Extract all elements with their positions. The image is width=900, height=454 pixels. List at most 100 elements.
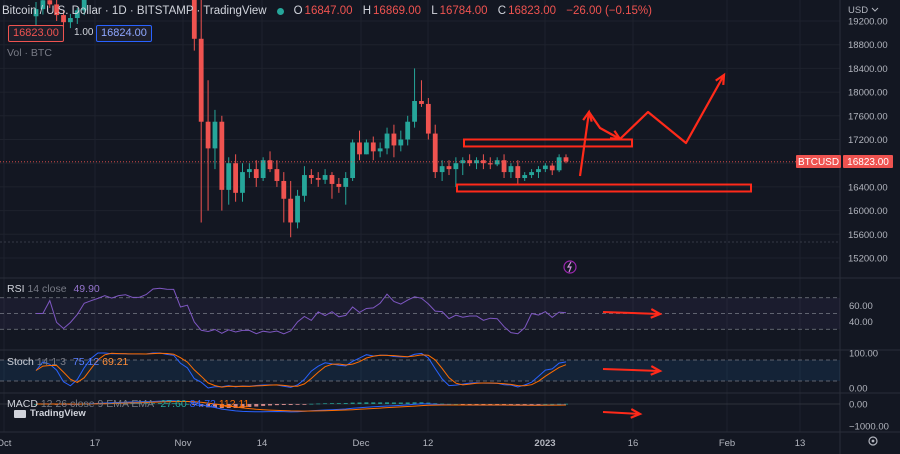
tradingview-logo-icon xyxy=(14,409,26,418)
macd-histogram-bar xyxy=(460,404,465,405)
rsi-legend[interactable]: RSI 14 close 49.90 xyxy=(7,283,100,295)
sell-button[interactable]: 16823.00 xyxy=(8,25,64,42)
macd-histogram-bar xyxy=(453,403,458,405)
stoch-legend[interactable]: Stoch 14 1 3 75.12 69.21 xyxy=(7,356,129,368)
candle-body xyxy=(536,169,541,173)
macd-histogram-bar xyxy=(151,403,156,405)
symbol-tag: BTCUSD xyxy=(798,157,839,168)
candle-body xyxy=(508,166,514,173)
candle-body xyxy=(439,166,445,173)
macd-histogram-bar xyxy=(371,402,376,404)
macd-histogram-bar xyxy=(295,404,300,405)
candle-body xyxy=(191,0,197,39)
price-axis-label: 16400.00 xyxy=(848,182,888,193)
candle-body xyxy=(219,121,225,190)
macd-histogram-bar xyxy=(336,403,341,404)
candle-body xyxy=(343,178,349,187)
macd-histogram-bar xyxy=(364,402,369,404)
chevron-down-icon[interactable] xyxy=(871,7,879,12)
time-axis-label: 17 xyxy=(90,438,101,449)
macd-histogram-bar xyxy=(446,403,451,405)
candle-body xyxy=(556,157,562,171)
volume-legend[interactable]: Vol · BTC xyxy=(7,47,52,59)
indicator-arrow-line xyxy=(602,411,641,415)
macd-histogram-bar xyxy=(529,404,534,405)
macd-histogram-bar xyxy=(192,404,197,405)
candle-body xyxy=(233,163,239,193)
candle-body xyxy=(212,121,218,149)
candle-body xyxy=(515,166,521,179)
indicator-axis-label: 100.00 xyxy=(849,349,878,360)
candle-body xyxy=(240,172,245,193)
currency-label: USD xyxy=(848,5,868,16)
macd-histogram-bar xyxy=(137,403,142,404)
candle-body xyxy=(405,121,411,140)
lightning-icon[interactable] xyxy=(563,260,577,274)
candle-body xyxy=(432,133,438,173)
candle-body xyxy=(74,10,80,19)
currency-header[interactable]: USD xyxy=(848,5,879,16)
macd-histogram-bar xyxy=(357,402,362,404)
macd-histogram-bar xyxy=(329,403,334,404)
macd-line-value: 84.72 xyxy=(189,398,216,410)
low-value: 16784.00 xyxy=(439,5,488,17)
stoch-d-series xyxy=(35,352,567,388)
candle-body xyxy=(246,169,252,173)
candle-body xyxy=(54,4,60,16)
stoch-lines xyxy=(35,352,567,389)
open-value: 16847.00 xyxy=(304,5,353,17)
macd-histogram-bar xyxy=(302,404,307,405)
candle-body xyxy=(198,38,204,122)
time-axis[interactable]: Oct 17 Nov 14 Dec 12 2023 16 Feb 13 xyxy=(0,438,805,449)
indicator-axis-label: 0.00 xyxy=(849,384,868,395)
price-axis-label: 18000.00 xyxy=(848,88,888,99)
macd-histogram-bar xyxy=(488,404,493,405)
macd-histogram-bar xyxy=(240,404,245,408)
indicator-arrowhead xyxy=(650,308,663,319)
time-axis-label: Oct xyxy=(0,438,12,449)
time-axis-label: 12 xyxy=(423,438,434,449)
macd-legend[interactable]: MACD 12 26 close 9 EMA EMA 27.60 84.72 1… xyxy=(7,398,250,410)
candle-body xyxy=(315,178,321,180)
candle-body xyxy=(281,180,287,199)
macd-histogram-bar xyxy=(178,403,183,405)
candle-body xyxy=(226,163,232,190)
macd-histogram-bar xyxy=(405,402,410,404)
stoch-k-value: 75.12 xyxy=(72,356,100,368)
candle-body xyxy=(391,133,397,146)
candle-body xyxy=(474,160,479,164)
spread-value: 1.00 xyxy=(74,27,94,38)
candle-body xyxy=(308,175,314,179)
candle-body xyxy=(542,165,548,170)
candle-body xyxy=(40,0,46,10)
macd-histogram-bar xyxy=(212,404,217,408)
candle-body xyxy=(302,175,307,196)
macd-histogram-bar xyxy=(274,404,279,406)
candle-body xyxy=(350,142,356,179)
candle-body xyxy=(81,0,87,11)
rsi-line xyxy=(36,287,567,335)
macd-histogram-bar xyxy=(323,403,328,405)
symbol-title[interactable]: Bitcoin / U.S. Dollar · 1D · BITSTAMP · … xyxy=(2,5,267,17)
indicator-axis-label: 0.00 xyxy=(849,400,868,411)
change-value: −26.00 (−0.15%) xyxy=(566,5,652,17)
price-axis-label: 18400.00 xyxy=(848,64,888,75)
macd-histogram-bar xyxy=(268,404,273,406)
settings-gear-icon[interactable] xyxy=(868,436,878,446)
buy-button[interactable]: 16824.00 xyxy=(96,25,152,42)
macd-histogram-bar xyxy=(508,404,513,405)
candle-body xyxy=(529,172,534,176)
candle-body xyxy=(363,142,369,155)
price-axis-label: 15200.00 xyxy=(848,254,888,265)
indicator-arrowhead xyxy=(650,365,663,376)
time-axis-label: 14 xyxy=(257,438,268,449)
macd-histogram-bar xyxy=(467,404,472,405)
macd-histogram-bar xyxy=(164,403,169,404)
candle-body xyxy=(295,195,300,223)
candle-body xyxy=(253,169,259,179)
market-open-dot-icon xyxy=(276,7,284,15)
macd-histogram-bar xyxy=(564,403,568,405)
macd-histogram-bar xyxy=(309,403,314,405)
indicator-axis-label: −1000.00 xyxy=(849,422,889,433)
